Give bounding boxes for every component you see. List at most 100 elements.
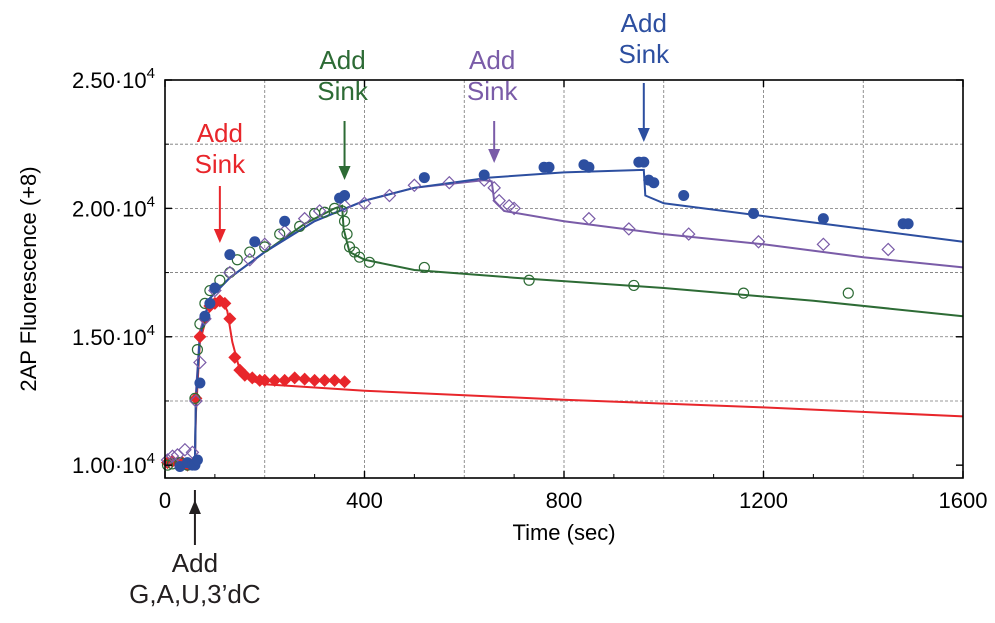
annotation-line1: Add xyxy=(196,118,243,148)
data-point xyxy=(194,318,206,330)
y-axis-label: 2AP Fluorescence (+8) xyxy=(16,166,41,391)
data-point xyxy=(191,344,204,356)
data-point xyxy=(492,193,507,208)
annotation-blue: Add Sink xyxy=(589,8,699,70)
data-point xyxy=(191,454,203,466)
data-point xyxy=(338,375,352,389)
data-point xyxy=(259,241,271,253)
data-point xyxy=(244,246,256,258)
data-point xyxy=(583,161,595,173)
annotation-line2: Sink xyxy=(466,76,518,106)
data-point xyxy=(681,227,696,241)
data-point xyxy=(222,265,237,280)
data-point xyxy=(223,312,237,326)
data-point xyxy=(178,442,192,457)
data-point xyxy=(268,373,282,387)
data-point xyxy=(294,220,306,232)
data-point xyxy=(193,330,207,344)
data-point xyxy=(258,373,272,387)
data-point xyxy=(751,234,766,249)
data-point xyxy=(523,274,535,286)
data-point xyxy=(319,206,331,218)
data-point xyxy=(278,373,292,387)
data-point xyxy=(816,237,831,252)
data-point xyxy=(274,228,286,240)
annotation-line2: Sink xyxy=(194,149,246,179)
data-point xyxy=(353,251,366,263)
data-point xyxy=(337,198,352,213)
data-point xyxy=(193,355,207,370)
data-point xyxy=(842,287,854,299)
data-point xyxy=(214,274,226,286)
data-point xyxy=(218,296,232,310)
annotation-purple: Add Sink xyxy=(437,45,547,107)
data-point xyxy=(357,196,372,211)
data-point xyxy=(308,373,322,387)
data-point xyxy=(442,175,457,190)
data-point xyxy=(678,190,690,202)
data-point xyxy=(478,169,490,181)
data-point xyxy=(621,222,636,236)
annotation-red: Add Sink xyxy=(165,118,275,180)
data-points xyxy=(160,156,914,472)
data-point xyxy=(165,449,180,464)
data-point xyxy=(336,205,348,217)
data-point xyxy=(161,459,174,471)
data-point xyxy=(817,213,829,225)
data-point xyxy=(209,282,221,294)
annotation-arrowhead xyxy=(637,128,650,142)
x-axis-label: Time (sec) xyxy=(512,520,615,545)
data-point xyxy=(199,310,211,322)
annotation-arrowhead xyxy=(188,500,201,514)
annotation-arrowhead xyxy=(338,166,351,180)
data-point xyxy=(628,279,640,292)
data-point xyxy=(328,373,342,387)
y-axis: 1.00·104 1.50·104 2.00·104 2.50·104 xyxy=(72,65,963,478)
y-tick-label: 1.50·104 xyxy=(72,322,155,350)
data-point xyxy=(582,211,596,226)
data-point xyxy=(160,453,175,467)
gridlines xyxy=(165,80,963,478)
data-point xyxy=(288,371,302,385)
annotation-arrowhead xyxy=(488,149,501,163)
annotation-line1: Add xyxy=(171,548,219,578)
data-point xyxy=(638,156,650,168)
data-point xyxy=(298,372,312,386)
data-point xyxy=(297,211,312,226)
data-point xyxy=(648,177,660,189)
annotation-arrowhead xyxy=(213,229,226,243)
data-point xyxy=(338,215,351,227)
data-point xyxy=(487,180,502,195)
data-point xyxy=(204,297,216,309)
annotation-line1: Add xyxy=(469,45,516,75)
data-point xyxy=(312,204,327,218)
annotation-line1: Add xyxy=(620,8,667,38)
x-tick-label: 0 xyxy=(159,488,171,513)
data-point xyxy=(224,266,236,279)
fit-line xyxy=(165,204,964,464)
plot-frame xyxy=(164,79,964,479)
x-tick-label: 400 xyxy=(346,488,383,513)
annotation-line2: Sink xyxy=(618,39,670,69)
y-tick-label: 2.50·104 xyxy=(72,65,155,93)
data-point xyxy=(902,218,914,230)
data-point xyxy=(418,261,430,274)
y-tick-label: 2.00·104 xyxy=(72,193,155,221)
data-point xyxy=(242,252,257,267)
data-point xyxy=(257,237,272,252)
annotation-line2: G,A,U,3’dC xyxy=(129,579,261,609)
data-point xyxy=(277,224,292,239)
data-point xyxy=(279,215,291,227)
data-point xyxy=(748,208,760,220)
annotation-arrows xyxy=(188,83,650,545)
annotation-line1: Add xyxy=(319,45,366,75)
annotation-line2: Sink xyxy=(317,76,368,106)
data-point xyxy=(418,172,430,184)
data-point xyxy=(194,377,206,389)
annotation-green: Add Sink xyxy=(288,45,398,107)
data-point xyxy=(363,256,376,268)
data-point xyxy=(382,188,397,203)
data-point xyxy=(249,236,261,248)
data-point xyxy=(407,178,422,193)
